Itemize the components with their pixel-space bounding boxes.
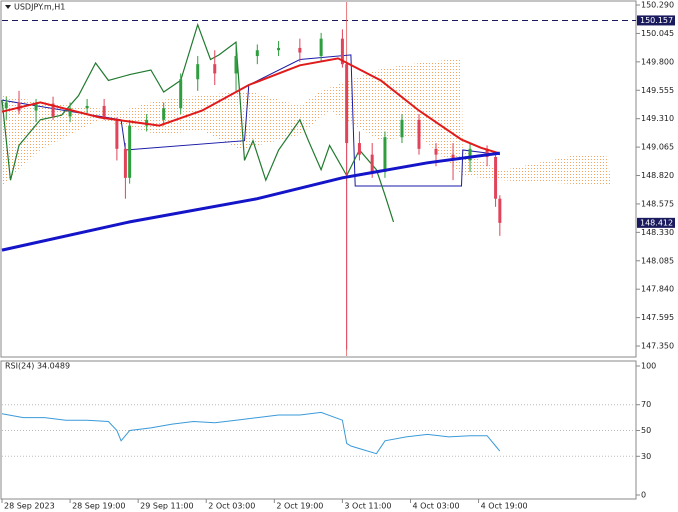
candle-body [196, 64, 200, 80]
candle-body [255, 50, 259, 57]
candle-body [451, 154, 455, 161]
y-tick-label: 149.555 [641, 86, 674, 95]
candle-body [145, 119, 149, 126]
candle-body [468, 148, 472, 161]
chart-title: USDJPY.m,H1 [14, 3, 65, 12]
x-tick-label: 29 Sep 11:00 [140, 502, 193, 511]
y-tick-label: 150.045 [641, 29, 674, 38]
ichimoku-cloud [2, 58, 613, 186]
moving-average [1, 57, 501, 155]
y-tick-label: 147.595 [641, 313, 674, 322]
price-box [637, 217, 675, 228]
price-box-label: 148.412 [640, 218, 673, 227]
rsi-tick-label: 50 [641, 426, 651, 435]
candle-body [370, 154, 374, 173]
y-tick-label: 149.800 [641, 57, 674, 66]
candle-body [68, 108, 72, 117]
title-arrow [5, 5, 11, 9]
candle-body [51, 103, 55, 117]
candle-body [417, 119, 421, 149]
rsi-tick-label: 0 [641, 491, 646, 500]
candle-body [494, 156, 498, 199]
x-tick-label: 3 Oct 11:00 [344, 502, 391, 511]
candle-body [179, 79, 183, 109]
candle-body [4, 102, 8, 109]
y-tick-label: 149.310 [641, 114, 674, 123]
rsi-line [1, 411, 501, 455]
rsi-tick-label: 70 [641, 400, 651, 409]
candle-body [123, 148, 127, 178]
y-tick-label: 148.330 [641, 228, 674, 237]
candle-body [128, 125, 132, 178]
candle-body [345, 64, 349, 144]
x-tick-label: 4 Oct 19:00 [481, 502, 528, 511]
x-tick-label: 28 Sep 2023 [4, 502, 55, 511]
rsi-panel [0, 360, 637, 500]
x-tick-label: 4 Oct 03:00 [412, 502, 459, 511]
candle-body [298, 47, 302, 53]
candle-body [115, 119, 119, 149]
rsi-tick-label: 100 [641, 362, 656, 371]
candle-body [34, 103, 38, 111]
candle-body [102, 105, 106, 118]
candle-body [162, 108, 166, 120]
candle-body [234, 56, 238, 74]
y-tick-label: 148.820 [641, 171, 674, 180]
price-box [637, 15, 675, 26]
rsi-title: RSI(24) 34.0489 [5, 362, 70, 371]
indicator-line [1, 22, 395, 223]
candle-body [400, 119, 404, 138]
candle-body [498, 198, 502, 223]
y-tick-label: 149.065 [641, 143, 674, 152]
y-tick-label: 150.290 [641, 1, 674, 10]
x-tick-label: 2 Oct 19:00 [276, 502, 323, 511]
moving-average [1, 151, 500, 252]
candle-body [85, 105, 89, 109]
x-tick-label: 28 Sep 19:00 [72, 502, 125, 511]
y-tick-label: 148.085 [641, 256, 674, 265]
candle-body [277, 47, 281, 51]
y-tick-label: 148.575 [641, 199, 674, 208]
candle-body [383, 137, 387, 173]
candle-body [357, 143, 361, 155]
y-tick-label: 147.350 [641, 342, 674, 351]
candle-body [340, 38, 344, 65]
candle-body [434, 148, 438, 155]
candle-body [17, 102, 21, 111]
rsi-tick-label: 30 [641, 452, 651, 461]
x-tick-label: 2 Oct 03:00 [208, 502, 255, 511]
y-tick-label: 147.840 [641, 285, 674, 294]
candle-body [213, 64, 217, 74]
candle-body [485, 148, 489, 157]
candle-body [319, 38, 323, 57]
price-box-label: 150.157 [640, 16, 673, 25]
